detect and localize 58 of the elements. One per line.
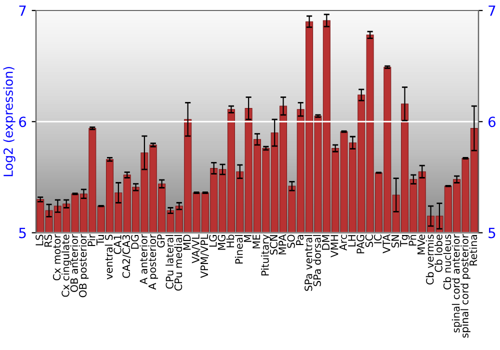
x-tick-label: Cx motor — [52, 234, 61, 280]
x-tick-label: OB anterior — [70, 234, 78, 292]
x-tick-label: Pn — [408, 235, 416, 246]
x-tick-label: MVe — [418, 234, 426, 254]
x-tick-label: Tg — [400, 235, 410, 247]
x-tick-label: CPu lateral — [166, 235, 174, 289]
x-tick-label: Cb nucleus — [443, 234, 452, 290]
y2-tick-label: 5 — [488, 228, 496, 238]
x-tick-label: Pineal — [234, 235, 243, 264]
x-tick-label: SCN — [270, 235, 278, 255]
x-tick-label: GP — [157, 234, 165, 248]
x-tick-label: OB posterior — [78, 234, 89, 298]
x-tick-label: Pa — [296, 235, 304, 246]
x-tick-label: ME — [252, 234, 260, 248]
x-tick-label: Retina — [469, 235, 478, 266]
x-tick-label: SPa ventral — [304, 235, 312, 291]
x-tick-label: CA1 — [114, 235, 122, 254]
y-axis-title: Log2 (expression) — [3, 66, 16, 176]
x-tick-label: Cb vermis — [426, 234, 434, 285]
x-tick-label: SN — [391, 235, 400, 248]
x-tick-label: A posterior — [148, 234, 158, 290]
x-tick-label: MPA — [278, 234, 286, 254]
x-tick-label: CPu medial — [174, 235, 182, 291]
x-tick-label: Pir — [87, 234, 96, 246]
x-tick-label: VMH — [330, 235, 338, 258]
x-tick-label: DG — [131, 234, 139, 249]
x-tick-label: Tu — [96, 235, 104, 246]
x-tick-label: Hb — [226, 234, 234, 248]
x-tick-label: Pituitary — [261, 234, 271, 276]
x-tick-label: ventral S — [104, 234, 113, 280]
x-tick-label: LG — [209, 234, 217, 247]
x-tick-label: RS — [44, 234, 52, 247]
x-tick-label: SO — [287, 234, 295, 248]
x-tick-label: Arc — [339, 234, 347, 251]
y-tick-label: 5 — [19, 228, 26, 238]
x-tick-label: spinal cord posterior — [460, 234, 470, 338]
x-tick-label: spinal cord anterior — [452, 234, 462, 332]
x-tick-label: VA/VL — [192, 234, 200, 264]
y2-tick-label: 7 — [488, 6, 496, 16]
x-tick-label: DM — [322, 235, 330, 250]
y-tick-label: 7 — [19, 6, 26, 16]
x-tick-label: MG — [218, 234, 226, 250]
x-tick-label: SPa dorsal — [313, 235, 321, 286]
x-tick-label: VPM/VPL — [200, 234, 209, 278]
y-tick-label: 6 — [19, 116, 26, 128]
x-tick-label: LS — [36, 234, 44, 246]
x-tick-label: M — [244, 235, 252, 242]
x-tick-label: CA2/CA3 — [122, 234, 131, 278]
x-tick-label: SC — [365, 234, 373, 247]
x-tick-label: PAG — [356, 234, 364, 254]
x-tick-label: Cb lobe — [434, 234, 442, 272]
y2-tick-label: 6 — [488, 116, 496, 128]
x-tick-label: VTA — [382, 234, 390, 254]
x-tick-label: IC — [374, 234, 382, 244]
x-tick-label: A anterior — [140, 234, 148, 284]
x-tick-label: Cx cingulate — [61, 234, 72, 297]
x-tick-label: LH — [348, 235, 356, 246]
x-tick-label: MD — [183, 234, 191, 250]
